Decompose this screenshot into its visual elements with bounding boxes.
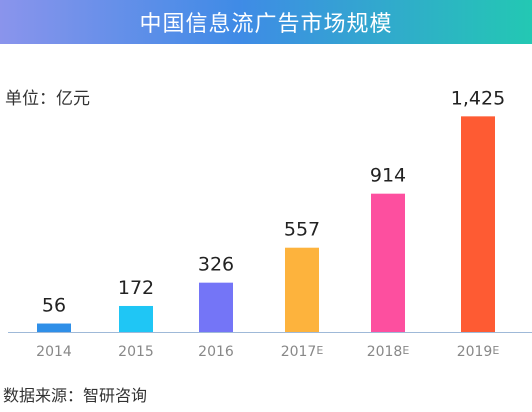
tick-label-2016: 2016 xyxy=(198,344,234,360)
value-label-2015: 172 xyxy=(118,277,154,299)
title-banner: 中国信息流广告市场规模 xyxy=(0,0,532,44)
tick-label-2019: 2019E xyxy=(457,344,500,360)
tick-label-2015: 2015 xyxy=(118,344,154,360)
bar-2016 xyxy=(199,282,233,332)
estimate-marker: E xyxy=(492,344,499,357)
estimate-marker: E xyxy=(316,344,323,357)
chart-title: 中国信息流广告市场规模 xyxy=(139,12,393,37)
bar-2019 xyxy=(461,116,495,332)
estimate-marker: E xyxy=(402,344,409,357)
tick-label-2018: 2018E xyxy=(367,344,410,360)
bar-2017 xyxy=(285,247,319,332)
value-label-2016: 326 xyxy=(198,254,234,276)
value-label-2018: 914 xyxy=(370,165,406,187)
bar-2014 xyxy=(37,323,71,332)
tick-label-2017: 2017E xyxy=(281,344,324,360)
source-label: 数据来源：智研咨询 xyxy=(3,386,148,405)
value-label-2019: 1,425 xyxy=(451,87,505,109)
bar-2015 xyxy=(119,305,153,332)
value-label-2014: 56 xyxy=(42,295,66,317)
value-label-2017: 557 xyxy=(284,219,320,241)
bar-2018 xyxy=(371,193,405,332)
unit-label: 单位：亿元 xyxy=(5,89,90,109)
tick-label-2014: 2014 xyxy=(36,344,72,360)
